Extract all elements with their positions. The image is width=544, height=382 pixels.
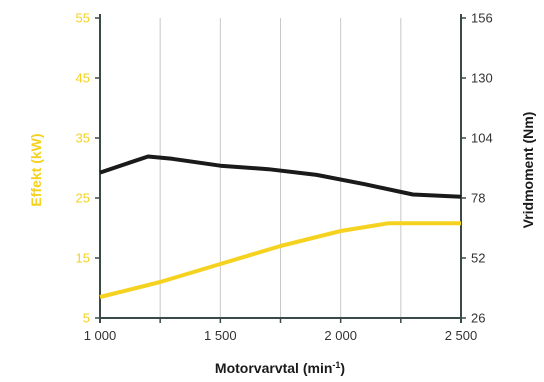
y-right-tick-label-5: 156	[471, 11, 493, 26]
grid	[159, 18, 402, 318]
x-tick-label-0: 1 000	[84, 328, 117, 343]
y-left-tick-label-3: 35	[76, 131, 90, 146]
x-tick-label-4: 2 000	[324, 328, 357, 343]
ticks: 5 15 25 35 45 55 26 52 78 104 130 156 1 000 1 500 2 00…	[76, 11, 493, 344]
y-right-tick-label-3: 104	[471, 131, 493, 146]
y-axis-right-title: Vridmoment (Nm)	[520, 112, 536, 229]
y-right-tick-label-1: 52	[471, 251, 485, 266]
y-left-tick-label-1: 15	[76, 251, 90, 266]
x-axis-title-main: Motorvarvtal (min	[215, 360, 332, 376]
y-right-tick-label-4: 130	[471, 71, 493, 86]
x-tick-label-2: 1 500	[204, 328, 237, 343]
y-right-tick-label-2: 78	[471, 191, 485, 206]
x-tick-label-6: 2 500	[445, 328, 478, 343]
y-axis-left-title: Effekt (kW)	[28, 133, 44, 206]
y-left-tick-label-2: 25	[76, 191, 90, 206]
x-axis-title-sup: -1	[332, 360, 340, 370]
y-left-tick-label-4: 45	[76, 71, 90, 86]
series-line-effekt	[99, 221, 461, 299]
y-right-tick-label-0: 26	[471, 311, 485, 326]
x-axis-title-end: )	[340, 360, 345, 376]
y-left-tick-label-0: 5	[83, 311, 90, 326]
y-left-tick-label-5: 55	[76, 11, 90, 26]
series-line-vridmoment	[99, 154, 462, 199]
x-axis-title: Motorvarvtal (min-1)	[215, 360, 345, 376]
series-group	[99, 154, 462, 299]
